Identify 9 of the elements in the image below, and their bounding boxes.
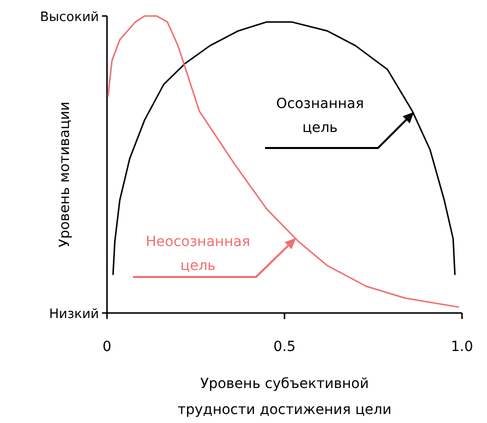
- x-tick-label: 0.5: [273, 339, 296, 355]
- x-tick-label: 1.0: [450, 339, 474, 355]
- y-axis-title: Уровень мотивации: [57, 102, 73, 248]
- text: Осознанная цель: [276, 96, 364, 136]
- text: Низкий: [49, 307, 99, 322]
- text: Неосознанная цель: [146, 234, 250, 274]
- x-axis-title: Уровень субъективной трудности достижения цели: [178, 376, 392, 418]
- text: Высокий: [40, 10, 99, 25]
- x-tick-label: 0: [102, 339, 112, 355]
